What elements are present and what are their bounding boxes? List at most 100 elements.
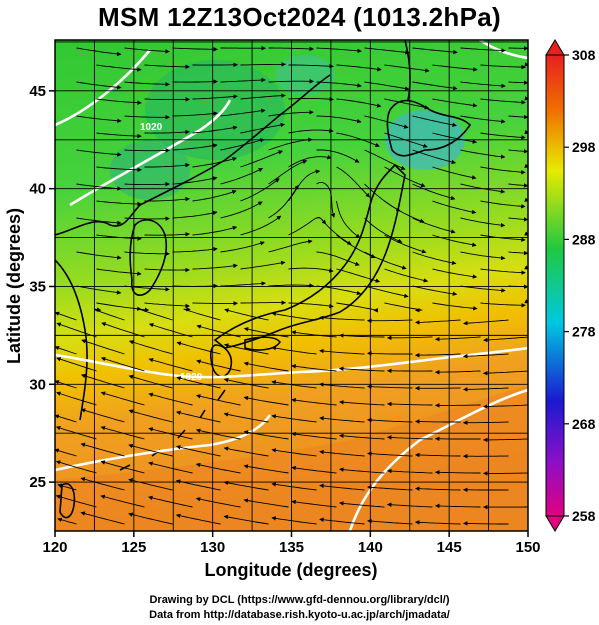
y-axis-title: Latitude (degrees) (4, 208, 24, 364)
streamline (268, 46, 315, 52)
streamline (462, 353, 509, 359)
colorbar-ticks: 308 298 288 278 268 258 (564, 47, 596, 524)
streamline (144, 129, 190, 135)
streamline (412, 217, 456, 234)
streamline (76, 285, 122, 295)
streamline (240, 215, 282, 236)
colorbar-tick-label: 258 (572, 508, 596, 524)
y-tick-label: 45 (29, 83, 46, 100)
colorbar-tick-label: 268 (572, 416, 596, 432)
streamline (271, 311, 317, 321)
streamline (288, 154, 332, 168)
streamline (463, 319, 509, 326)
streamline (339, 433, 385, 440)
streamline (80, 442, 125, 457)
colorbar-scale (545, 54, 565, 517)
streamline (100, 356, 145, 372)
streamline (271, 516, 317, 525)
streamline (223, 343, 269, 355)
streamline (220, 241, 265, 253)
streamline (57, 517, 77, 525)
streamline (460, 115, 506, 124)
streamline (316, 115, 362, 124)
china-coast (55, 259, 88, 421)
x-tick-label: 120 (42, 539, 67, 556)
streamline (366, 318, 413, 323)
streamline (144, 162, 190, 168)
streamline (176, 376, 221, 389)
streamline (220, 281, 266, 287)
streamline (101, 322, 145, 338)
x-axis-title: Longitude (degrees) (204, 560, 377, 580)
streamline (148, 461, 193, 474)
streamline (288, 96, 334, 102)
streamline (172, 246, 218, 253)
wind-streamlines (55, 45, 528, 526)
streamline (508, 80, 528, 85)
streamline (148, 427, 193, 440)
streamline (339, 400, 385, 406)
streamline (271, 482, 317, 491)
taiwan-coast (59, 483, 76, 519)
streamline (460, 217, 506, 228)
streamline (319, 315, 365, 321)
contour-label: 1020 (140, 122, 163, 133)
continent-coast (55, 74, 331, 236)
streamline (268, 239, 313, 253)
y-tick-label: 25 (29, 474, 46, 491)
streamline (76, 81, 122, 90)
streamline (124, 47, 170, 54)
cool-region (145, 60, 285, 160)
x-tick-label: 150 (515, 539, 540, 556)
streamline (76, 115, 122, 124)
streamline (76, 47, 122, 57)
streamline (144, 267, 190, 273)
streamline (316, 149, 360, 163)
streamline (94, 307, 125, 321)
streamline (268, 137, 313, 151)
streamline (100, 494, 145, 508)
streamline (80, 373, 125, 389)
streamline (55, 460, 97, 474)
streamline (460, 285, 506, 293)
streamline (288, 267, 334, 273)
streamline (144, 196, 190, 202)
streamline (291, 499, 337, 508)
streamline (366, 417, 413, 423)
streamline (55, 494, 97, 508)
streamline (480, 64, 526, 70)
streamline (460, 149, 506, 159)
streamline (268, 184, 299, 219)
streamline (336, 234, 376, 259)
streamline (100, 391, 145, 406)
colorbar-tick-label: 308 (572, 47, 596, 63)
streamline (432, 98, 478, 108)
streamline (220, 77, 266, 83)
streamline (364, 251, 407, 270)
streamline (432, 200, 477, 215)
streamline (338, 366, 385, 372)
streamline (508, 217, 528, 222)
streamline (414, 419, 461, 424)
streamline (412, 251, 457, 265)
streamline (271, 380, 317, 389)
x-axis-ticks: 120 125 130 135 140 145 150 (42, 531, 541, 556)
streamline (384, 166, 426, 188)
x-tick-label: 125 (121, 539, 146, 556)
streamline (138, 307, 173, 321)
streamline (195, 428, 241, 440)
streamline (220, 201, 263, 219)
streamline (220, 168, 264, 185)
streamline (482, 404, 528, 409)
streamline (175, 513, 221, 525)
streamline (56, 322, 97, 338)
streamline (268, 110, 314, 117)
streamline (432, 132, 478, 144)
streamline (55, 311, 77, 321)
streamline (76, 251, 122, 260)
streamline (172, 47, 218, 52)
honshu-coast (213, 163, 406, 349)
streamline (414, 452, 461, 458)
streamline (192, 263, 238, 270)
contour-label: 1020 (180, 372, 203, 383)
